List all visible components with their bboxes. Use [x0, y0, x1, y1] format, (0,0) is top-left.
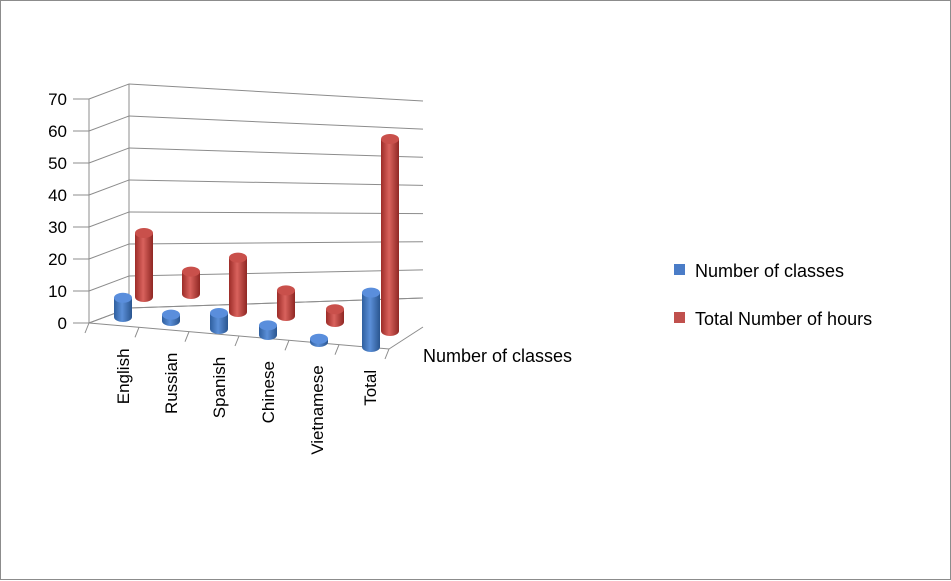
- legend-swatch-total-number-of-hours: [674, 312, 685, 323]
- x-tick-label-total: Total: [361, 370, 380, 406]
- y-tick-label: 10: [48, 282, 67, 301]
- bar-total-number-of-hours-english: [135, 228, 153, 302]
- y-tick-label: 50: [48, 154, 67, 173]
- x-tick-label-spanish: Spanish: [210, 357, 229, 418]
- x-tick-label-chinese: Chinese: [259, 361, 278, 423]
- gridline-back-60: [128, 115, 424, 130]
- bar-number-of-classes-chinese: [259, 320, 277, 340]
- gridline-side-70: [88, 83, 130, 100]
- y-tick-label: 70: [48, 90, 67, 109]
- bar-total-number-of-hours-total: [381, 134, 399, 336]
- x-tick-label-vietnamese: Vietnamese: [308, 365, 327, 454]
- y-tick-label: 20: [48, 250, 67, 269]
- bar-number-of-classes-english: [114, 292, 132, 322]
- bar-total-number-of-hours-russian: [182, 266, 200, 299]
- x-tick-mark: [334, 344, 340, 355]
- legend-swatch-number-of-classes: [674, 264, 685, 275]
- gridline-side-10: [88, 275, 130, 292]
- x-tick-mark: [234, 335, 240, 347]
- y-tick-label: 0: [58, 314, 67, 333]
- depth-axis-label: Number of classes: [423, 346, 572, 366]
- y-tick-label: 30: [48, 218, 67, 237]
- gridline-back-10: [128, 269, 424, 277]
- bar-number-of-classes-russian: [162, 309, 180, 326]
- gridline-side-30: [88, 211, 130, 228]
- gridline-back-50: [128, 147, 424, 158]
- bar-total-number-of-hours-spanish: [229, 252, 247, 317]
- x-tick-mark: [134, 327, 140, 338]
- gridline-back-30: [128, 211, 424, 215]
- x-tick-label-english: English: [114, 348, 133, 404]
- bar-number-of-classes-spanish: [210, 308, 228, 334]
- x-tick-mark: [84, 322, 90, 334]
- y-tick-label: 40: [48, 186, 67, 205]
- gridline-side-20: [88, 243, 130, 260]
- x-tick-mark: [284, 340, 290, 351]
- axes: [73, 84, 424, 360]
- bar-total-number-of-hours-chinese: [277, 285, 295, 321]
- x-axis-category-labels: English Russian Spanish Chinese Vietnamese To…: [114, 348, 380, 454]
- x-tick-mark: [384, 348, 390, 360]
- gridline-back-70: [128, 83, 424, 102]
- y-tick-label: 60: [48, 122, 67, 141]
- x-tick-label-russian: Russian: [162, 353, 181, 414]
- bar-number-of-classes-vietnamese: [310, 333, 328, 347]
- legend-label-number-of-classes: Number of classes: [695, 261, 844, 281]
- depth-axis-line: [388, 326, 424, 350]
- x-tick-mark: [184, 331, 190, 342]
- legend-label-total-number-of-hours: Total Number of hours: [695, 309, 872, 329]
- bar-number-of-classes-total: [362, 287, 380, 352]
- y-axis-tick-labels: 0 10 20 30 40 50 60 70: [48, 90, 67, 333]
- legend: Number of classes Total Number of hours: [674, 261, 872, 329]
- gridline-side-50: [88, 147, 130, 164]
- bars: [114, 134, 399, 352]
- gridline-side-60: [88, 115, 130, 132]
- gridline-back-40: [128, 179, 424, 186]
- bar-total-number-of-hours-vietnamese: [326, 304, 344, 327]
- gridline-back-20: [128, 241, 424, 245]
- gridline-side-40: [88, 179, 130, 196]
